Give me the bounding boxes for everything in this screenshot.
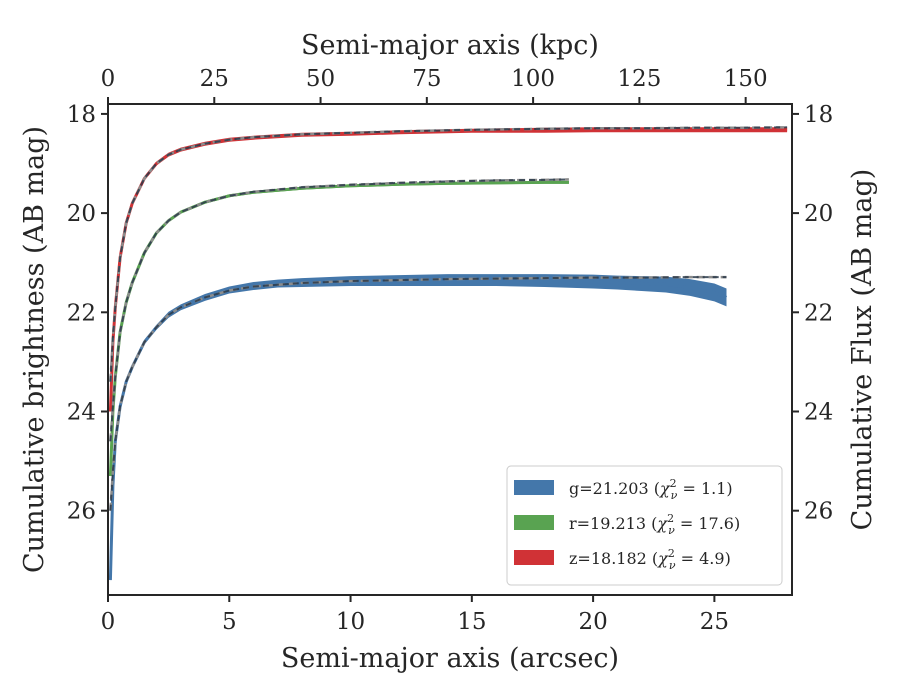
x-tick-label: 0: [101, 609, 116, 635]
series-band-r: [110, 180, 569, 478]
series-line-r: [108, 180, 569, 477]
top-x-tick-label: 125: [617, 66, 661, 92]
legend-label-r: r=19.213 (χ2 ν = 17.6): [569, 512, 740, 537]
y-tick-label: 22: [67, 300, 96, 326]
series-band-z: [110, 127, 788, 414]
right-y-axis-label: Cumulative Flux (AB mag): [847, 169, 878, 531]
top-x-tick-label: 100: [511, 66, 555, 92]
x-tick-label: 25: [700, 609, 729, 635]
right-y-tick-label: 20: [804, 201, 833, 227]
top-x-tick-label: 50: [306, 66, 335, 92]
top-x-tick-label: 25: [200, 66, 229, 92]
x-tick-label: 20: [578, 609, 607, 635]
right-y-tick-label: 24: [804, 399, 833, 425]
top-x-tick-label: 75: [412, 66, 441, 92]
legend-label-g: g=21.203 (χ2 ν = 1.1): [569, 477, 733, 502]
model-fit-lines: [109, 126, 788, 511]
model-fit-dark-r: [109, 178, 569, 442]
legend-swatch-g: [514, 480, 554, 495]
plot-frame: [107, 103, 793, 596]
y-axis-label: Cumulative brightness (AB mag): [19, 126, 50, 573]
right-y-tick-label: 22: [804, 300, 833, 326]
y-tick-label: 20: [67, 201, 96, 227]
legend: g=21.203 (χ2 ν = 1.1) r=19.213 (χ2 ν = 17.6…: [506, 465, 783, 586]
model-fit-dark-g: [109, 276, 727, 511]
x-axis-label: Semi-major axis (arcsec): [281, 643, 619, 674]
y-tick-label: 26: [67, 499, 96, 525]
right-y-tick-label: 26: [804, 499, 833, 525]
y-tick-label: 18: [67, 102, 96, 128]
x-tick-label: 15: [457, 609, 486, 635]
legend-box: [506, 465, 783, 586]
axis-ticks: 0 5 10 15 20 25 0 25 50 75 100 125 150 18 18 20 20 22 22 24…: [67, 66, 834, 635]
top-x-tick-label: 0: [101, 66, 116, 92]
right-y-tick-label: 18: [804, 102, 833, 128]
x-tick-label: 5: [222, 609, 237, 635]
model-fit-dark-z: [109, 126, 788, 382]
series-line-z: [108, 128, 788, 412]
y-tick-label: 24: [67, 399, 96, 425]
legend-label-z: z=18.182 (χ2 ν = 4.9): [569, 547, 731, 572]
legend-swatch-r: [514, 515, 554, 530]
model-fit-gray-z: [109, 126, 788, 382]
x-tick-label: 10: [336, 609, 365, 635]
top-x-axis-label: Semi-major axis (kpc): [301, 30, 599, 61]
legend-swatch-z: [514, 550, 554, 565]
top-x-tick-label: 150: [724, 66, 768, 92]
